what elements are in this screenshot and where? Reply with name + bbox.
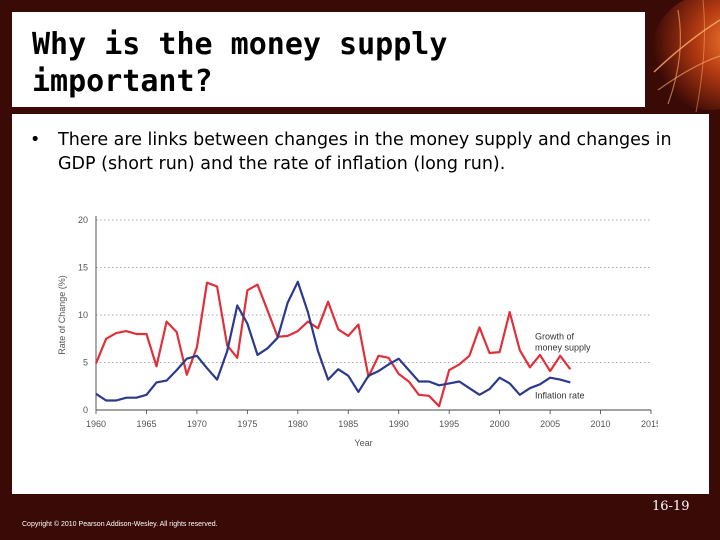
x-tick-label-2000: 2000 bbox=[490, 419, 510, 429]
series-line-money-supply bbox=[94, 281, 572, 408]
series-line-inflation bbox=[95, 280, 571, 402]
x-tick-label-1990: 1990 bbox=[389, 419, 409, 429]
y-tick-label-0: 0 bbox=[83, 405, 88, 415]
y-tick-label-20: 20 bbox=[78, 215, 88, 225]
x-tick-label-1975: 1975 bbox=[237, 419, 257, 429]
title-area: Why is the money supply important? bbox=[12, 12, 645, 107]
slide-title: Why is the money supply important? bbox=[32, 27, 448, 99]
x-tick-label-1965: 1965 bbox=[136, 419, 156, 429]
x-tick-label-2005: 2005 bbox=[540, 419, 560, 429]
x-tick-label-2015: 2015 bbox=[641, 419, 658, 429]
page-number: 16-19 bbox=[652, 499, 690, 514]
x-tick-label-1960: 1960 bbox=[86, 419, 106, 429]
y-tick-label-10: 10 bbox=[78, 310, 88, 320]
series-label-inflation: Inflation rate bbox=[535, 391, 585, 401]
y-tick-label-5: 5 bbox=[83, 358, 88, 368]
y-tick-label-15: 15 bbox=[78, 263, 88, 273]
money-inflation-chart: 0 5 10 15 20 1960 1965 1970 1975 1980 1985 1990 1995… bbox=[57, 215, 658, 448]
y-axis-title: Rate of Change (%) bbox=[57, 275, 67, 355]
bullet-marker: • bbox=[30, 130, 41, 150]
bullet-text: There are links between changes in the m… bbox=[58, 130, 672, 174]
x-tick-label-2010: 2010 bbox=[591, 419, 611, 429]
corner-globe-decoration bbox=[648, 0, 720, 112]
bullet-point: • There are links between changes in the… bbox=[30, 128, 700, 176]
x-tick-label-1970: 1970 bbox=[187, 419, 207, 429]
series-label-money-supply-line-0: Growth of bbox=[535, 332, 575, 342]
x-axis-title: Year bbox=[354, 438, 372, 448]
content-area: • There are links between changes in the… bbox=[12, 114, 709, 494]
x-tick-label-1985: 1985 bbox=[338, 419, 358, 429]
copyright-notice: Copyright © 2010 Pearson Addison-Wesley.… bbox=[22, 521, 218, 528]
series-label-money-supply-line-1: money supply bbox=[535, 343, 591, 353]
x-tick-label-1980: 1980 bbox=[288, 419, 308, 429]
x-tick-label-1995: 1995 bbox=[439, 419, 459, 429]
